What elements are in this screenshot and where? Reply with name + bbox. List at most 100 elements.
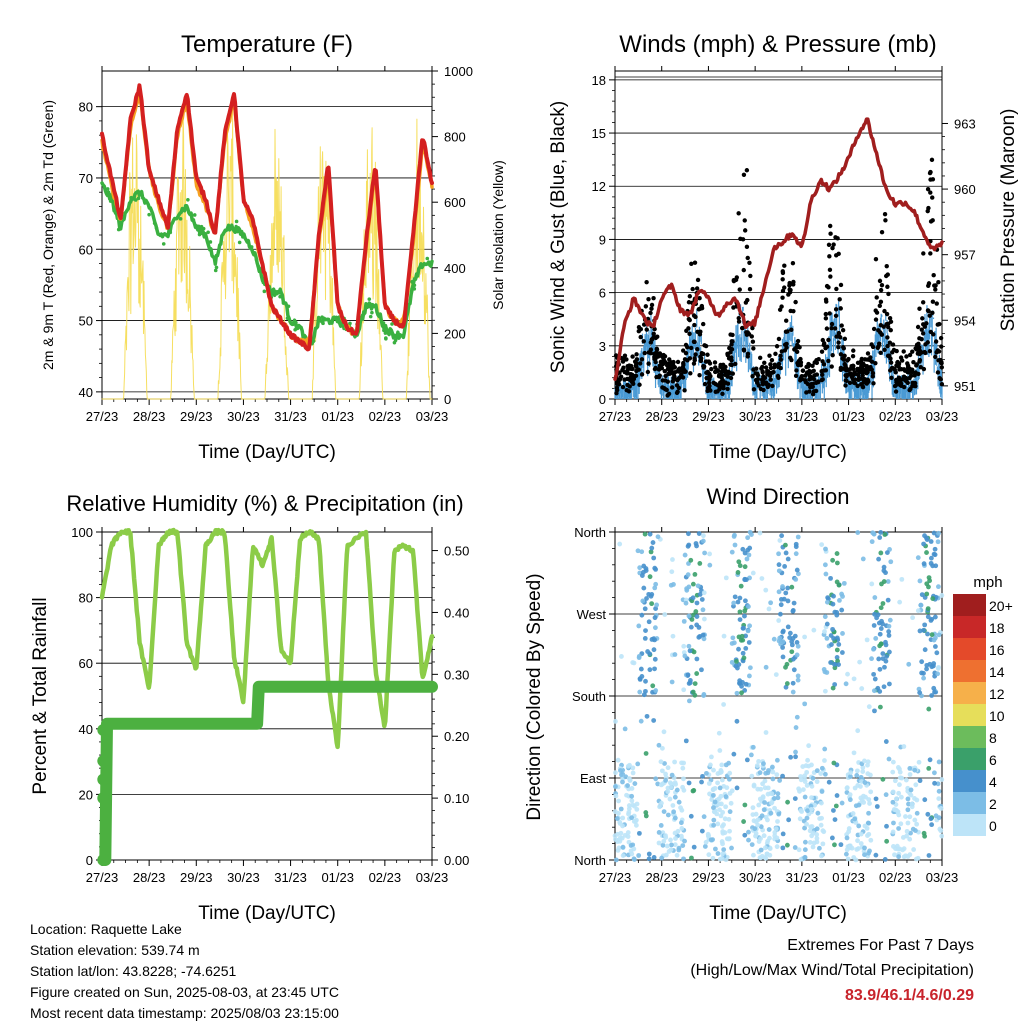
gust-point bbox=[882, 308, 887, 314]
gust-point bbox=[908, 373, 914, 378]
dewpoint-point bbox=[321, 321, 325, 326]
direction-point bbox=[763, 845, 768, 851]
gust-point bbox=[721, 382, 726, 387]
gust-point bbox=[702, 381, 708, 387]
direction-point bbox=[855, 530, 861, 535]
direction-point bbox=[780, 773, 785, 779]
direction-point bbox=[671, 809, 677, 815]
gust-point bbox=[921, 251, 926, 256]
gust-point bbox=[821, 342, 827, 348]
direction-point bbox=[744, 757, 750, 763]
dewpoint-point bbox=[286, 304, 291, 309]
gust-point bbox=[644, 279, 649, 285]
gust-point bbox=[691, 361, 697, 366]
direction-point bbox=[932, 770, 937, 776]
gust-point bbox=[890, 342, 896, 347]
direction-point bbox=[631, 846, 637, 852]
direction-point bbox=[625, 830, 631, 835]
direction-point bbox=[612, 809, 618, 815]
gust-point bbox=[894, 348, 899, 354]
dewpoint-point bbox=[362, 312, 366, 316]
direction-point bbox=[802, 701, 808, 707]
direction-point bbox=[647, 531, 653, 537]
direction-point bbox=[726, 816, 732, 822]
direction-point bbox=[882, 532, 888, 537]
y-right-tick-label: 0.10 bbox=[444, 791, 469, 806]
direction-point bbox=[731, 600, 737, 606]
direction-point bbox=[647, 667, 653, 673]
x-tick-label: 27/23 bbox=[86, 409, 119, 424]
direction-point bbox=[909, 801, 915, 807]
direction-point bbox=[878, 605, 884, 611]
direction-point bbox=[871, 671, 877, 677]
direction-point bbox=[897, 782, 902, 788]
gust-point bbox=[935, 370, 941, 375]
gust-point bbox=[926, 205, 931, 211]
legend-swatch bbox=[953, 660, 986, 682]
gust-point bbox=[730, 339, 735, 344]
x-tick-label: 28/23 bbox=[645, 870, 678, 885]
direction-point bbox=[697, 561, 703, 566]
gust-point bbox=[639, 357, 645, 362]
direction-point bbox=[825, 595, 831, 601]
gust-point bbox=[807, 389, 812, 394]
dewpoint-point bbox=[136, 196, 141, 201]
direction-point bbox=[877, 704, 883, 710]
direction-point bbox=[869, 581, 875, 587]
gust-point bbox=[742, 228, 748, 233]
gust-point bbox=[765, 372, 770, 377]
direction-point bbox=[656, 742, 662, 748]
direction-point bbox=[856, 846, 861, 851]
gust-point bbox=[928, 251, 933, 256]
gust-point bbox=[789, 327, 794, 332]
gust-point bbox=[859, 382, 864, 387]
gust-point bbox=[919, 327, 924, 332]
direction-point bbox=[865, 820, 871, 826]
gust-point bbox=[665, 379, 671, 384]
gust-point bbox=[819, 349, 825, 354]
direction-point bbox=[797, 788, 802, 794]
dewpoint-point bbox=[133, 198, 138, 202]
direction-point bbox=[712, 799, 718, 805]
gust-point bbox=[930, 299, 936, 304]
direction-ylabel-left: Direction (Colored By Speed) bbox=[524, 573, 545, 820]
y-right-tick-label: 0.40 bbox=[444, 605, 469, 620]
gust-point bbox=[719, 369, 724, 375]
x-tick-label: 02/23 bbox=[369, 870, 402, 885]
direction-point bbox=[794, 640, 800, 645]
direction-point bbox=[661, 809, 667, 815]
gust-point bbox=[845, 358, 850, 363]
direction-point bbox=[696, 634, 702, 640]
legend-label: 10 bbox=[989, 708, 1005, 724]
direction-point bbox=[658, 823, 664, 828]
y-right-tick-label: 954 bbox=[954, 313, 976, 328]
direction-point bbox=[928, 539, 934, 544]
direction-point bbox=[630, 660, 636, 665]
gust-point bbox=[769, 357, 775, 363]
gust-point bbox=[674, 390, 680, 396]
direction-point bbox=[618, 830, 624, 836]
direction-point bbox=[653, 606, 659, 611]
direction-point bbox=[829, 835, 835, 841]
direction-point bbox=[780, 645, 786, 650]
direction-point bbox=[936, 759, 942, 765]
legend-swatch bbox=[953, 814, 986, 836]
direction-point bbox=[773, 672, 779, 678]
precip-point bbox=[97, 792, 110, 805]
gust-point bbox=[630, 354, 635, 359]
direction-point bbox=[793, 551, 799, 557]
x-tick-label: 31/23 bbox=[786, 409, 819, 424]
direction-point bbox=[680, 765, 686, 771]
direction-point bbox=[647, 651, 653, 657]
direction-point bbox=[798, 856, 804, 862]
gust-point bbox=[826, 285, 831, 290]
gust-point bbox=[933, 354, 938, 360]
temperature-xlabel: Time (Day/UTC) bbox=[198, 442, 336, 463]
direction-point bbox=[778, 602, 784, 608]
direction-point bbox=[688, 624, 694, 630]
gust-point bbox=[697, 296, 702, 301]
direction-point bbox=[886, 623, 892, 629]
direction-point bbox=[802, 634, 808, 640]
gust-point bbox=[691, 339, 697, 344]
